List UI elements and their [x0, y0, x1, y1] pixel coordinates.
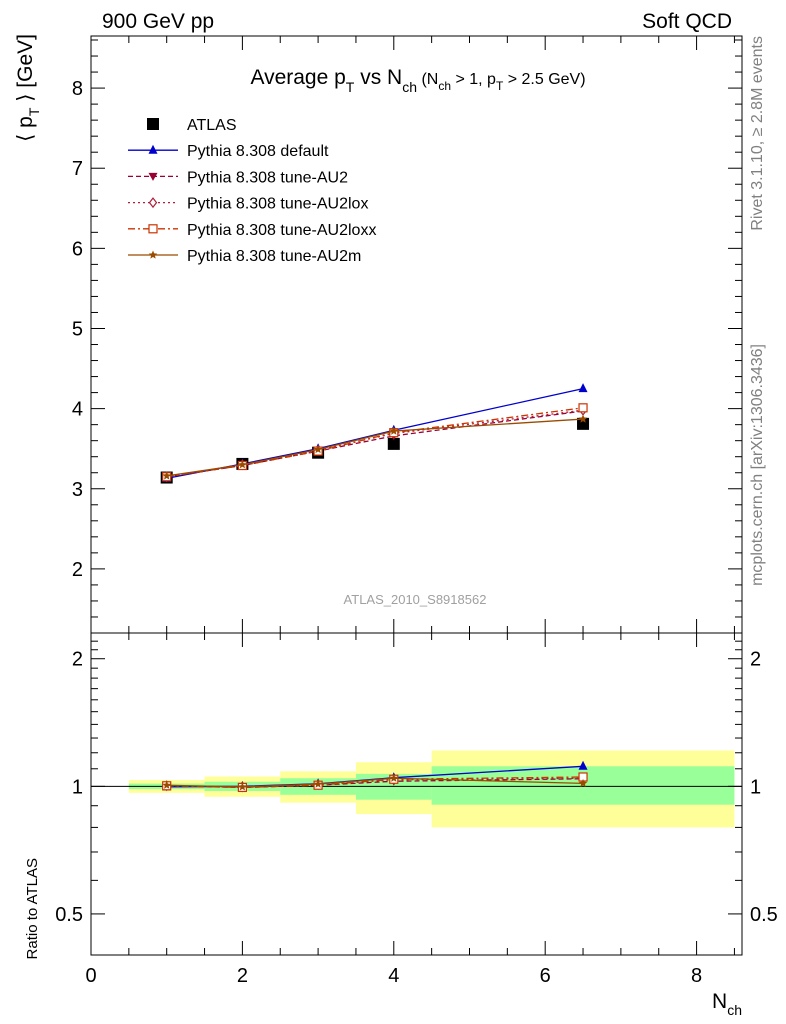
x-tick-label: 4 [388, 965, 399, 987]
marker-triangle-up [578, 760, 588, 770]
ratio-series-pythia-8-308-tune-au2m [162, 773, 588, 791]
lower-series [162, 760, 588, 793]
marker-square [577, 417, 590, 430]
legend-item: Pythia 8.308 tune-AU2 [128, 169, 348, 186]
legend-label: Pythia 8.308 default [187, 143, 329, 160]
x-tick-label: 8 [691, 965, 702, 987]
chart-title: Average pT vs Nch (Nch > 1, pT > 2.5 GeV… [250, 66, 585, 95]
y-axis-label-sub: T [26, 107, 42, 116]
series-atlas [160, 417, 590, 484]
upper-axes: 2 3 4 5 6 7 8 [72, 35, 743, 634]
ratio-tick-label-right: 2 [750, 649, 761, 671]
title-vs-sub: ch [402, 79, 417, 95]
marker-star [389, 773, 399, 782]
marker-star [313, 779, 323, 788]
marker-star [578, 778, 588, 788]
marker-open-square [578, 403, 588, 413]
marker-star [162, 780, 171, 789]
legend-label: Pythia 8.308 tune-AU2loxx [187, 222, 376, 239]
legend-item: Pythia 8.308 tune-AU2m [128, 248, 361, 265]
title-cut-sub2: T [496, 79, 504, 93]
y-tick-label: 2 [72, 559, 83, 581]
title-cut-close: > 2.5 GeV) [503, 71, 585, 88]
lower-panel: 0.5 0.5 1 1 2 2 0 2 4 6 8 Ratio to ATLAS Nch [24, 632, 778, 1018]
ratio-tick-label: 1 [72, 776, 83, 798]
x-tick-label: 0 [85, 965, 96, 987]
ratio-tick-label: 0.5 [55, 904, 83, 926]
title-cut-sub1: ch [438, 79, 451, 93]
ratio-tick-label: 2 [72, 649, 83, 671]
marker-star [578, 414, 588, 423]
marker-open-square [148, 224, 158, 234]
mcplots-annotation: mcplots.cern.ch [arXiv:1306.3436] [749, 344, 766, 586]
marker-triangle-up [148, 144, 158, 154]
legend-item: ATLAS [147, 117, 237, 134]
marker-star [238, 460, 247, 469]
series-pythia-8-308-tune-au2 [162, 407, 588, 482]
marker-star [238, 782, 247, 791]
x-tick-label: 6 [540, 965, 551, 987]
lower-axes: 0.5 0.5 1 1 2 2 0 2 4 6 8 [55, 632, 778, 987]
x-axis-label: Nch [712, 990, 742, 1018]
marker-triangle-up [578, 383, 588, 393]
ratio-tick-label-right: 1 [750, 776, 761, 798]
title-cut-open: (N [417, 71, 438, 88]
rivet-annotation: Rivet 3.1.10, ≥ 2.8M events [749, 36, 766, 231]
x-tick-label: 2 [237, 965, 248, 987]
y-tick-label: 3 [72, 479, 83, 501]
header-left: 900 GeV pp [102, 10, 214, 33]
title-vs: vs N [354, 66, 402, 89]
marker-diamond [148, 197, 158, 209]
series-pythia-8-308-tune-au2loxx [162, 403, 588, 482]
y-tick-label: 5 [72, 318, 83, 340]
legend-item: Pythia 8.308 tune-AU2lox [128, 196, 368, 213]
marker-star [389, 426, 399, 435]
y-tick-label: 4 [72, 399, 83, 421]
legend-label: Pythia 8.308 tune-AU2 [187, 169, 348, 186]
y-tick-label: 7 [72, 158, 83, 180]
title-main-sub: T [346, 79, 355, 95]
title-main: Average p [250, 66, 345, 89]
y-axis-label-close: ⟩ [GeV] [14, 34, 37, 108]
legend: ATLAS Pythia 8.308 default Pythia 8.308 tu… [128, 117, 376, 265]
title-cut-mid: > 1, p [451, 71, 496, 88]
watermark: ATLAS_2010_S8918562 [344, 592, 487, 607]
marker-square [387, 437, 400, 450]
x-axis-label-sub: ch [727, 1002, 742, 1018]
legend-label: ATLAS [187, 117, 237, 134]
header-right: Soft QCD [642, 10, 732, 33]
legend-item: Pythia 8.308 default [128, 143, 329, 160]
ratio-tick-label-right: 0.5 [750, 904, 778, 926]
y-tick-label: 8 [72, 78, 83, 100]
upper-series [160, 383, 590, 484]
marker-triangle-down [148, 172, 158, 181]
marker-square [147, 118, 159, 130]
legend-label: Pythia 8.308 tune-AU2m [187, 248, 361, 265]
series-pythia-8-308-tune-au2m [162, 414, 588, 480]
y-tick-label: 6 [72, 238, 83, 260]
ratio-y-label: Ratio to ATLAS [24, 858, 41, 959]
y-axis-label: ⟨ pT ⟩ [GeV] [14, 34, 42, 142]
legend-label: Pythia 8.308 tune-AU2lox [187, 196, 368, 213]
legend-item: Pythia 8.308 tune-AU2loxx [128, 222, 376, 239]
marker-star [162, 471, 171, 480]
y-axis-label-open: ⟨ p [14, 116, 37, 142]
series-pythia-8-308-tune-au2lox [162, 404, 588, 483]
ratio-bands [128, 750, 735, 828]
lower-frame [90, 632, 743, 956]
x-axis-label-main: N [712, 990, 727, 1013]
series-line [166, 387, 584, 479]
marker-star [313, 444, 323, 454]
marker-star [148, 250, 158, 259]
